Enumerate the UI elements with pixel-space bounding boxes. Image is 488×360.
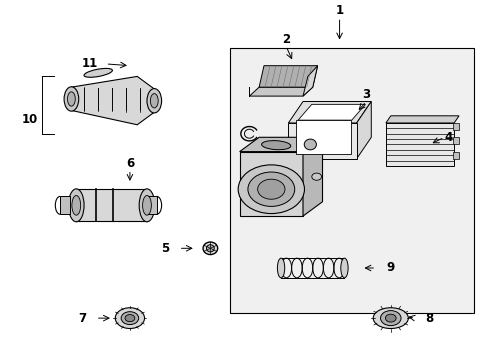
Ellipse shape xyxy=(125,315,135,322)
Ellipse shape xyxy=(304,139,316,150)
Text: 1: 1 xyxy=(335,4,343,17)
Polygon shape xyxy=(249,87,312,96)
Circle shape xyxy=(238,165,304,213)
Ellipse shape xyxy=(84,68,112,77)
Text: 4: 4 xyxy=(444,131,452,144)
Text: 9: 9 xyxy=(385,261,393,274)
Polygon shape xyxy=(298,104,365,120)
Ellipse shape xyxy=(277,258,284,278)
Ellipse shape xyxy=(206,245,214,252)
Ellipse shape xyxy=(72,195,81,215)
Polygon shape xyxy=(288,102,370,123)
Polygon shape xyxy=(259,66,317,87)
Ellipse shape xyxy=(147,89,161,113)
Polygon shape xyxy=(303,66,317,96)
Ellipse shape xyxy=(64,87,79,111)
Ellipse shape xyxy=(68,189,84,222)
Ellipse shape xyxy=(372,308,407,329)
Ellipse shape xyxy=(340,258,347,278)
Polygon shape xyxy=(356,102,370,159)
Bar xyxy=(229,48,473,313)
Polygon shape xyxy=(385,116,458,123)
Text: 7: 7 xyxy=(78,312,86,325)
Ellipse shape xyxy=(67,92,75,106)
Circle shape xyxy=(257,179,285,199)
Ellipse shape xyxy=(380,311,400,326)
Polygon shape xyxy=(295,120,350,154)
Polygon shape xyxy=(385,123,453,166)
Ellipse shape xyxy=(203,242,217,255)
Circle shape xyxy=(247,172,294,206)
Text: 3: 3 xyxy=(362,89,370,102)
Ellipse shape xyxy=(142,195,151,215)
Text: 11: 11 xyxy=(82,57,98,71)
Text: 6: 6 xyxy=(125,157,134,170)
Polygon shape xyxy=(239,137,322,152)
Text: 10: 10 xyxy=(22,113,38,126)
Circle shape xyxy=(311,173,321,180)
Ellipse shape xyxy=(385,314,395,322)
Ellipse shape xyxy=(261,141,290,150)
Text: 8: 8 xyxy=(424,312,432,325)
Ellipse shape xyxy=(139,189,155,222)
Polygon shape xyxy=(239,152,303,216)
Text: 2: 2 xyxy=(281,33,289,46)
Polygon shape xyxy=(303,137,322,216)
Bar xyxy=(452,137,458,144)
Ellipse shape xyxy=(121,312,139,325)
Ellipse shape xyxy=(150,94,158,108)
Bar xyxy=(452,152,458,159)
Polygon shape xyxy=(60,196,70,214)
Ellipse shape xyxy=(115,308,144,329)
Bar xyxy=(452,123,458,130)
Polygon shape xyxy=(76,189,147,221)
Polygon shape xyxy=(71,76,154,125)
Polygon shape xyxy=(288,123,356,159)
Polygon shape xyxy=(147,196,157,214)
Text: 5: 5 xyxy=(161,242,168,255)
